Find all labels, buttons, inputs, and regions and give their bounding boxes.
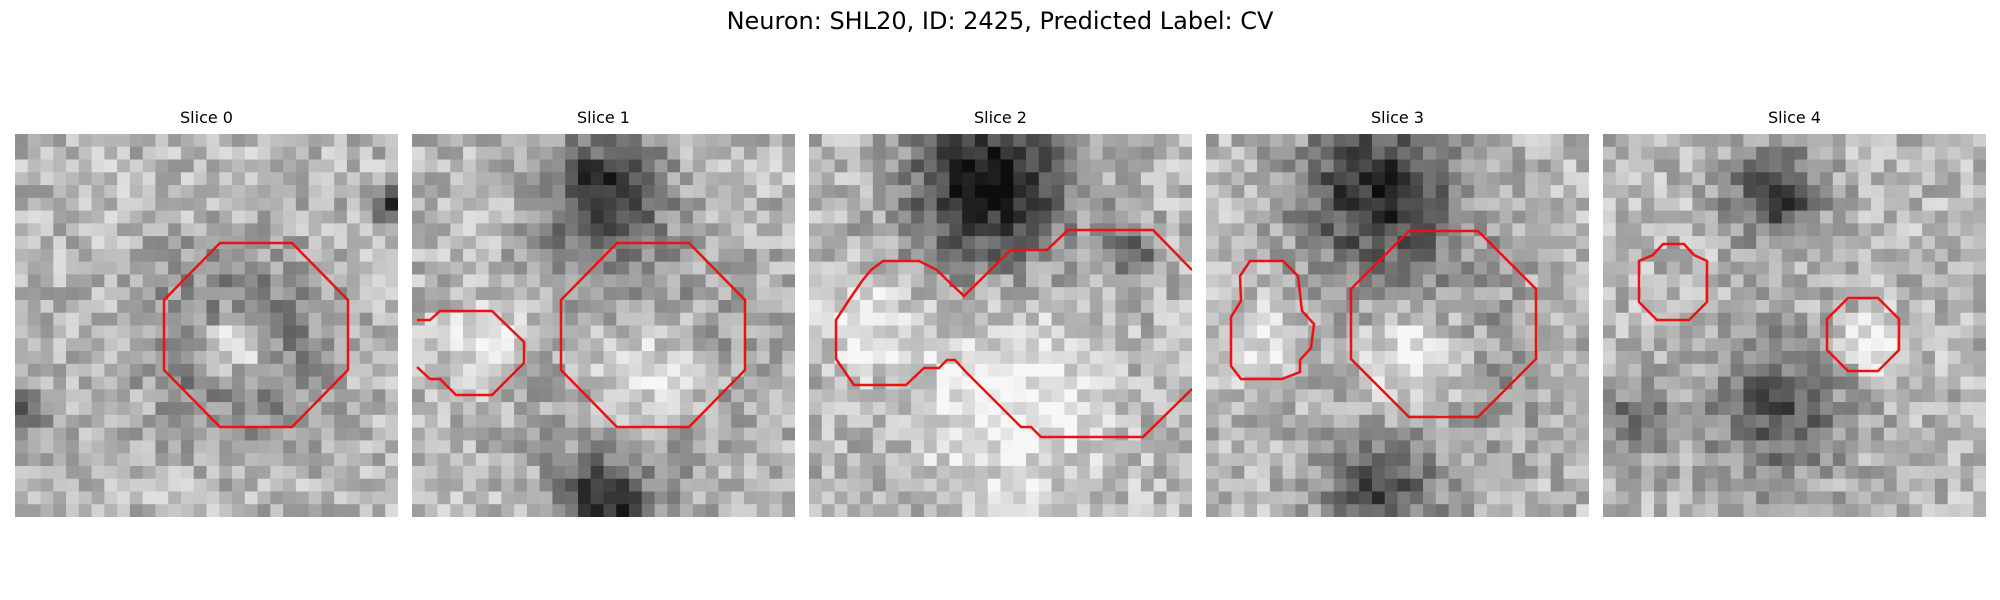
- panel-title: Slice 1: [577, 108, 630, 127]
- panel-slice-2: Slice 2: [809, 108, 1192, 517]
- segmentation-contour: [416, 241, 747, 429]
- panel-slice-0: Slice 0: [15, 108, 398, 517]
- micrograph-image: [15, 134, 398, 517]
- micrograph-slice-3: [1206, 134, 1589, 517]
- panel-slice-3: Slice 3: [1206, 108, 1589, 517]
- micrograph-slice-4: [1603, 134, 1986, 517]
- figure-title: Neuron: SHL20, ID: 2425, Predicted Label…: [726, 7, 1274, 35]
- panel-title: Slice 3: [1371, 108, 1424, 127]
- panel-title: Slice 4: [1768, 108, 1821, 127]
- segmentation-contour: [1229, 229, 1538, 419]
- micrograph-slice-0: [15, 134, 398, 517]
- panel-slice-4: Slice 4: [1603, 108, 1986, 517]
- panel-title: Slice 0: [180, 108, 233, 127]
- micrograph-image: [1603, 134, 1986, 517]
- segmentation-contour: [162, 241, 350, 429]
- panel-title: Slice 2: [974, 108, 1027, 127]
- micrograph-slice-2: [809, 134, 1192, 517]
- micrograph-image: [412, 134, 795, 517]
- panel-slice-1: Slice 1: [412, 108, 795, 517]
- segmentation-contour: [1637, 242, 1901, 373]
- segmentation-contour: [834, 228, 1192, 439]
- micrograph-image: [809, 134, 1192, 517]
- micrograph-slice-1: [412, 134, 795, 517]
